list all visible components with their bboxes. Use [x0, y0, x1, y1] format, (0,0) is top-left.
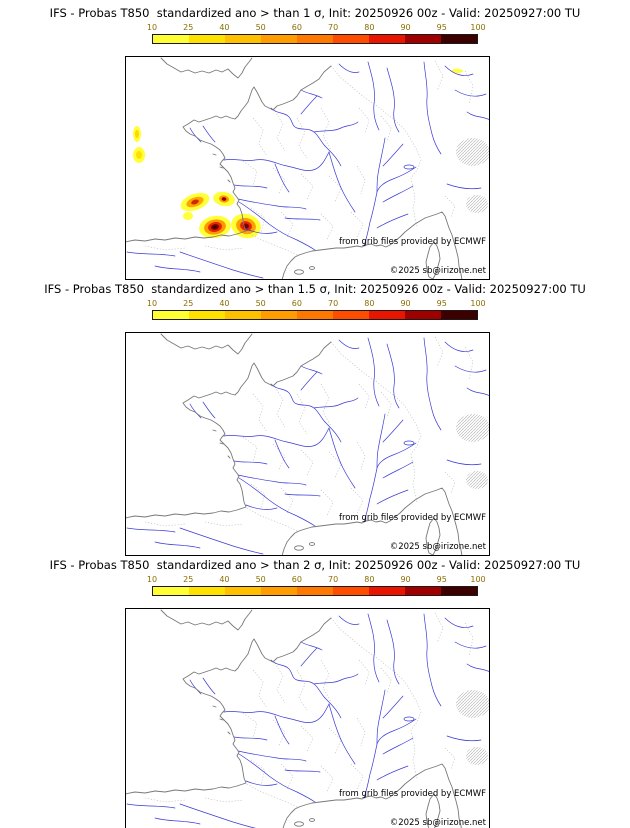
colorbar: 10 25 40 50 60 70 80 90 95 100: [147, 299, 486, 321]
colorbar-tick-label: 25: [183, 23, 194, 32]
colorbar-tick-label: 95: [436, 299, 447, 308]
map-container-sigma-1-5: from grib files provided by ECMWF ©2025 …: [125, 332, 490, 556]
colorbar-tick-label: 100: [470, 299, 486, 308]
anomaly-blobs: [133, 68, 463, 239]
colorbar-tick-label: 25: [183, 575, 194, 584]
colorbar: 10 25 40 50 60 70 80 90 95 100: [147, 575, 486, 597]
panel-sigma-1: IFS - Probas T850 standardized ano > tha…: [0, 6, 630, 280]
anomaly-blob-ring: [213, 225, 217, 229]
probability-map-sigma-2: from grib files provided by ECMWF ©2025 …: [125, 608, 490, 828]
colorbar-segment-6: [369, 587, 405, 595]
colorbar-tick-label: 70: [328, 575, 339, 584]
colorbar-tick-label: 50: [255, 575, 266, 584]
colorbar-segment-1: [189, 35, 225, 43]
map-container-sigma-2: from grib files provided by ECMWF ©2025 …: [125, 608, 490, 828]
colorbar-segment-8: [441, 587, 477, 595]
colorbar-ticks: 10 25 40 50 60 70 80 90 95 100: [147, 23, 486, 34]
colorbar-segment-5: [333, 35, 369, 43]
colorbar-segment-5: [333, 587, 369, 595]
colorbar-tick-label: 60: [291, 23, 302, 32]
map-container-sigma-1: from grib files provided by ECMWF ©2025 …: [125, 56, 490, 280]
colorbar-tick-label: 90: [400, 575, 411, 584]
colorbar-segment-0: [153, 35, 189, 43]
panel-sigma-1-5: IFS - Probas T850 standardized ano > tha…: [0, 282, 630, 556]
probability-map-sigma-1: from grib files provided by ECMWF ©2025 …: [125, 56, 490, 280]
panel-title: IFS - Probas T850 standardized ano > tha…: [49, 6, 581, 20]
colorbar-segment-8: [441, 311, 477, 319]
colorbar: 10 25 40 50 60 70 80 90 95 100: [147, 23, 486, 45]
ecmwf-credit-text: from grib files provided by ECMWF: [339, 513, 486, 523]
colorbar-segment-6: [369, 35, 405, 43]
colorbar-tick-label: 50: [255, 23, 266, 32]
colorbar-tick-label: 95: [436, 23, 447, 32]
colorbar-tick-label: 80: [364, 299, 375, 308]
colorbar-segment-5: [333, 311, 369, 319]
colorbar-tick-label: 90: [400, 299, 411, 308]
colorbar-bar: [152, 586, 478, 596]
anomaly-blob-ring: [136, 151, 142, 159]
anomaly-blob-ring: [451, 68, 463, 74]
anomaly-blob-ring: [191, 199, 199, 205]
colorbar-tick-label: 25: [183, 299, 194, 308]
colorbar-tick-label: 40: [219, 575, 230, 584]
colorbar-segment-6: [369, 311, 405, 319]
colorbar-segment-7: [405, 587, 441, 595]
colorbar-segment-2: [225, 311, 261, 319]
colorbar-segment-3: [261, 587, 297, 595]
colorbar-segment-8: [441, 35, 477, 43]
colorbar-segment-0: [153, 587, 189, 595]
colorbar-tick-label: 70: [328, 299, 339, 308]
colorbar-tick-label: 70: [328, 23, 339, 32]
colorbar-tick-label: 100: [470, 575, 486, 584]
panel-sigma-2: IFS - Probas T850 standardized ano > tha…: [0, 558, 630, 828]
panel-title: IFS - Probas T850 standardized ano > tha…: [49, 558, 581, 572]
panel-title: IFS - Probas T850 standardized ano > tha…: [44, 282, 586, 296]
colorbar-tick-label: 80: [364, 23, 375, 32]
colorbar-tick-label: 50: [255, 299, 266, 308]
colorbar-segment-1: [189, 311, 225, 319]
colorbar-tick-label: 10: [146, 575, 158, 584]
copyright-text: ©2025 sb@irizone.net: [390, 818, 487, 828]
colorbar-segment-2: [225, 35, 261, 43]
colorbar-segment-7: [405, 35, 441, 43]
colorbar-segment-4: [297, 311, 333, 319]
colorbar-segment-3: [261, 311, 297, 319]
colorbar-tick-label: 10: [146, 23, 158, 32]
anomaly-blob-ring: [221, 197, 227, 201]
probability-map-sigma-1-5: from grib files provided by ECMWF ©2025 …: [125, 332, 490, 556]
copyright-text: ©2025 sb@irizone.net: [390, 266, 487, 276]
ecmwf-credit-text: from grib files provided by ECMWF: [339, 237, 486, 247]
colorbar-tick-label: 95: [436, 575, 447, 584]
colorbar-ticks: 10 25 40 50 60 70 80 90 95 100: [147, 299, 486, 310]
colorbar-tick-label: 60: [291, 299, 302, 308]
colorbar-tick-label: 90: [400, 23, 411, 32]
colorbar-tick-label: 60: [291, 575, 302, 584]
anomaly-blob-ring: [183, 212, 193, 220]
colorbar-segment-4: [297, 587, 333, 595]
colorbar-tick-label: 40: [219, 299, 230, 308]
colorbar-tick-label: 40: [219, 23, 230, 32]
colorbar-tick-label: 100: [470, 23, 486, 32]
colorbar-bar: [152, 310, 478, 320]
anomaly-blob-ring: [135, 130, 139, 138]
colorbar-segment-2: [225, 587, 261, 595]
colorbar-segment-4: [297, 35, 333, 43]
colorbar-segment-3: [261, 35, 297, 43]
colorbar-ticks: 10 25 40 50 60 70 80 90 95 100: [147, 575, 486, 586]
ecmwf-credit-text: from grib files provided by ECMWF: [339, 789, 486, 799]
colorbar-tick-label: 80: [364, 575, 375, 584]
colorbar-segment-1: [189, 587, 225, 595]
colorbar-segment-7: [405, 311, 441, 319]
copyright-text: ©2025 sb@irizone.net: [390, 542, 487, 552]
colorbar-tick-label: 10: [146, 299, 158, 308]
colorbar-segment-0: [153, 311, 189, 319]
colorbar-bar: [152, 34, 478, 44]
